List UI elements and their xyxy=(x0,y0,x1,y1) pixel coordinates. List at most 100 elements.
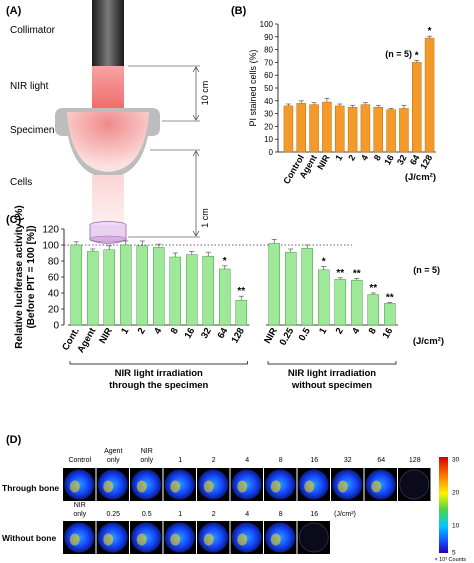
chart-c-category-label: NIR xyxy=(97,326,115,346)
row2-well-hotspot xyxy=(270,533,281,546)
chart-b-significance: * xyxy=(428,26,432,37)
specimen-shape xyxy=(67,112,149,172)
row1-header: NIR xyxy=(141,448,153,455)
row1-well-hotspot xyxy=(237,480,248,493)
row2-header: 16 xyxy=(310,511,318,518)
row2-header: 0.5 xyxy=(142,511,152,518)
cells-layer-shape xyxy=(89,235,127,243)
row1-header: 32 xyxy=(344,457,352,464)
chart-c-category-label: 1 xyxy=(119,325,132,336)
chart-b-xunit: (J/cm²) xyxy=(405,172,436,183)
chart-c-bar xyxy=(318,269,330,326)
row-without-bone-label: Without bone xyxy=(2,533,56,543)
chart-b-category-label: 16 xyxy=(382,153,396,167)
colorbar-caption: × 10³ Counts xyxy=(434,557,466,563)
chart-c-category-label: 2 xyxy=(136,326,148,336)
chart-c-bar xyxy=(103,249,115,326)
panel-b-label: (B) xyxy=(231,5,247,17)
colorbar-tick-label: 5 xyxy=(452,550,456,557)
chart-c-bar xyxy=(367,294,379,326)
chart-c-ytick-label: 60 xyxy=(48,273,60,284)
row2-header: 4 xyxy=(245,511,249,518)
chart-c-bar xyxy=(70,244,82,326)
chart-c-ytick-label: 80 xyxy=(48,257,60,268)
row1-header: only xyxy=(140,457,153,464)
chart-c-category-label: 4 xyxy=(152,325,165,336)
chart-c-bar xyxy=(334,279,346,326)
row2-unit: (J/cm²) xyxy=(334,511,356,518)
chart-c-category-label: 8 xyxy=(169,326,181,336)
chart-b-bar xyxy=(335,105,345,153)
part-specimen: Specimen xyxy=(10,125,54,136)
chart-b: (B) 0102030405060708090100**ControlAgent… xyxy=(231,5,436,186)
row1-header: 8 xyxy=(279,457,283,464)
row1-well-hotspot xyxy=(136,480,147,493)
chart-b-ytick-label: 50 xyxy=(264,84,273,93)
chart-c-group-label: NIR light irradiation xyxy=(115,368,203,379)
chart-b-category-label: 4 xyxy=(359,153,370,162)
chart-c-ytick-label: 0 xyxy=(53,321,59,332)
chart-c-significance: * xyxy=(223,256,227,267)
chart-c-n-note: (n = 5) xyxy=(413,265,440,275)
chart-c-category-label: 16 xyxy=(183,326,198,341)
colorbar-tick-label: 10 xyxy=(452,523,460,530)
chart-b-ytick-label: 0 xyxy=(269,148,274,157)
chart-b-ytick-label: 100 xyxy=(260,20,274,29)
chart-c-significance: ** xyxy=(369,283,377,294)
chart-b-category-label: NIR xyxy=(315,153,332,172)
colorbar xyxy=(439,457,448,553)
chart-c-group-label: without specimen xyxy=(291,380,372,391)
row1-well-hotspot xyxy=(103,480,114,493)
chart-c-xunit: (J/cm²) xyxy=(413,336,444,347)
chart-c-significance: ** xyxy=(336,268,344,279)
chart-c-group-label: through the specimen xyxy=(109,380,208,391)
chart-b-ytick-label: 90 xyxy=(264,33,273,42)
panel-a-label: (A) xyxy=(6,5,22,17)
chart-c-ylabel-line1: Relative luciferase activity (%) xyxy=(14,205,25,348)
chart-b-ytick-label: 40 xyxy=(264,97,273,106)
chart-c-bar xyxy=(285,251,297,326)
chart-c-bar xyxy=(268,243,280,326)
chart-c-ytick-label: 100 xyxy=(42,241,59,252)
row1-header: 4 xyxy=(245,457,249,464)
chart-c-bar xyxy=(235,299,247,326)
row1-well-hotspot xyxy=(69,480,80,493)
chart-c-bar xyxy=(202,255,214,326)
chart-c-bar xyxy=(351,279,363,326)
row2-header: NIR xyxy=(74,502,86,509)
row2-well-hotspot xyxy=(136,533,147,546)
panel-d: (D) Through bone Without bone Control Age… xyxy=(2,434,466,563)
chart-c-bar xyxy=(136,245,148,326)
part-cells: Cells xyxy=(10,177,32,188)
part-collimator: Collimator xyxy=(10,25,56,36)
row2-well-hotspot xyxy=(203,533,214,546)
chart-b-bar xyxy=(360,104,371,153)
dimension-1cm-label: 1 cm xyxy=(200,208,210,228)
chart-c-significance: * xyxy=(322,257,326,268)
row1-header: 64 xyxy=(377,457,385,464)
colorbar-tick-label: 20 xyxy=(452,490,460,497)
transmitted-beam-shape xyxy=(92,175,124,223)
chart-b-bar xyxy=(347,106,358,153)
row1-well-hotspot xyxy=(203,480,214,493)
row1-header: Agent xyxy=(104,448,122,455)
chart-b-ytick-label: 70 xyxy=(264,58,273,67)
chart-c-group-bracket xyxy=(69,361,248,365)
chart-b-bar xyxy=(373,106,383,153)
chart-c-significance: ** xyxy=(386,293,394,304)
chart-b-bar xyxy=(412,62,422,153)
row2-header: 2 xyxy=(212,511,216,518)
chart-b-bar xyxy=(399,108,409,153)
panel-c-label: (C) xyxy=(6,214,22,226)
chart-c-category-label: 8 xyxy=(367,326,379,336)
chart-c-bar xyxy=(87,251,99,326)
row1-well-signal xyxy=(399,469,430,500)
chart-b-bar xyxy=(296,103,306,153)
row2-header: only xyxy=(73,511,86,518)
row1-well-hotspot xyxy=(337,480,348,493)
row1-header: 16 xyxy=(310,457,318,464)
row2-well-signal xyxy=(298,522,329,553)
panel-a: (A) Collimator NIR light Specimen Cells … xyxy=(6,0,210,244)
